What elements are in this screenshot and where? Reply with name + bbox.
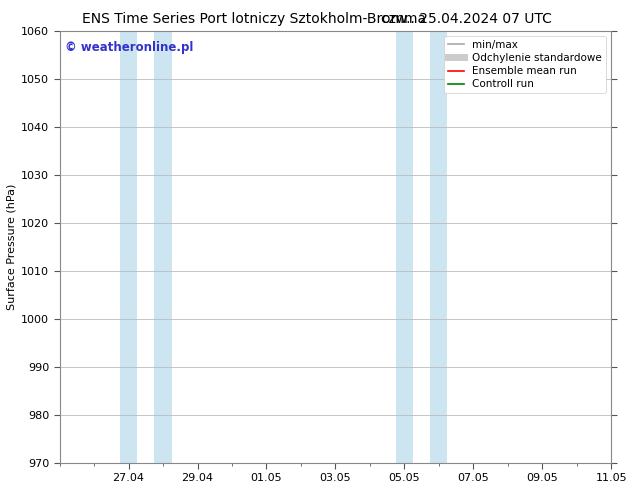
Text: ENS Time Series Port lotniczy Sztokholm-Bromma: ENS Time Series Port lotniczy Sztokholm-… [82, 12, 427, 26]
Y-axis label: Surface Pressure (hPa): Surface Pressure (hPa) [7, 183, 17, 310]
Text: © weatheronline.pl: © weatheronline.pl [65, 41, 193, 54]
Text: czw.. 25.04.2024 07 UTC: czw.. 25.04.2024 07 UTC [380, 12, 552, 26]
Bar [155, 30, 172, 463]
Bar [120, 30, 137, 463]
Bar [430, 30, 448, 463]
Bar [396, 30, 413, 463]
Legend: min/max, Odchylenie standardowe, Ensemble mean run, Controll run: min/max, Odchylenie standardowe, Ensembl… [444, 36, 606, 94]
